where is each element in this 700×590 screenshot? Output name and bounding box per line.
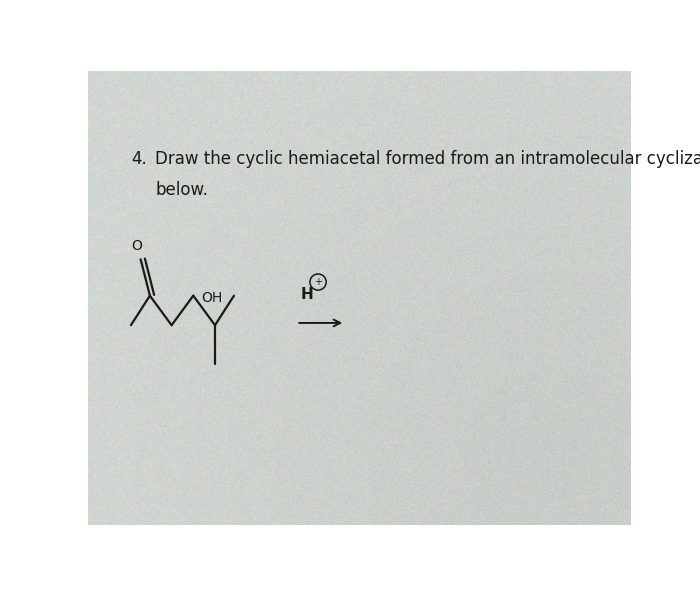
Text: +: + bbox=[314, 277, 322, 287]
Text: below.: below. bbox=[155, 181, 208, 199]
Text: 4.: 4. bbox=[131, 150, 147, 168]
Text: Draw the cyclic hemiacetal formed from an intramolecular cyclization of the mole: Draw the cyclic hemiacetal formed from a… bbox=[155, 150, 700, 168]
Text: OH: OH bbox=[202, 291, 223, 305]
Text: H: H bbox=[301, 287, 314, 303]
Text: O: O bbox=[131, 238, 142, 253]
